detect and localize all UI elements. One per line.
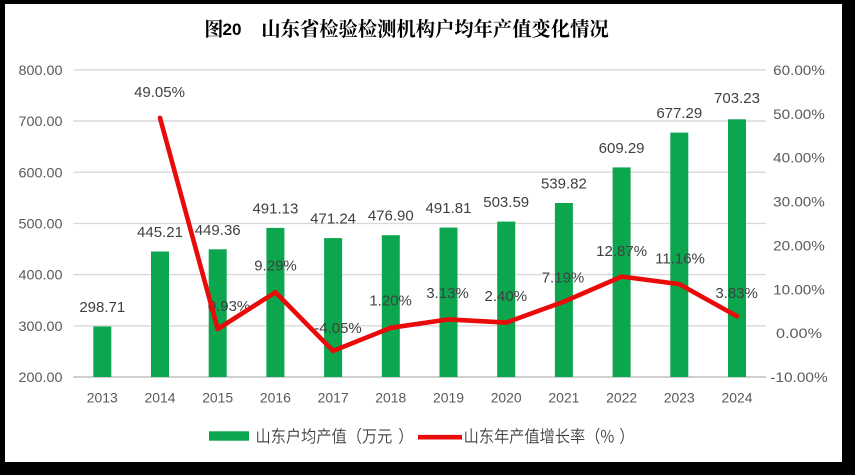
svg-text:677.29: 677.29 [656, 105, 702, 122]
svg-text:298.71: 298.71 [79, 299, 125, 316]
svg-text:20: 20 [223, 20, 242, 39]
svg-text:2.40%: 2.40% [485, 288, 528, 305]
svg-text:-10.00%: -10.00% [770, 369, 828, 385]
svg-text:471.24: 471.24 [310, 211, 356, 228]
svg-text:30.00%: 30.00% [773, 194, 825, 210]
svg-text:11.16%: 11.16% [655, 250, 705, 267]
svg-text:2016: 2016 [260, 390, 291, 406]
svg-text:400.00: 400.00 [19, 267, 63, 283]
svg-text:449.36: 449.36 [195, 222, 241, 239]
svg-text:3.13%: 3.13% [426, 285, 469, 302]
svg-text:2013: 2013 [87, 390, 118, 406]
svg-text:503.59: 503.59 [483, 194, 529, 211]
svg-text:609.29: 609.29 [599, 140, 645, 157]
svg-text:1.20%: 1.20% [369, 292, 412, 309]
svg-text:3.83%: 3.83% [715, 285, 758, 302]
svg-text:300.00: 300.00 [19, 318, 63, 334]
svg-text:0.00%: 0.00% [776, 325, 822, 341]
svg-text:2023: 2023 [664, 390, 695, 406]
svg-text:-4.05%: -4.05% [314, 320, 362, 337]
svg-text:7.19%: 7.19% [542, 269, 585, 286]
svg-text:12.87%: 12.87% [596, 243, 647, 260]
svg-text:500.00: 500.00 [19, 216, 63, 232]
svg-text:539.82: 539.82 [541, 176, 587, 193]
svg-text:50.00%: 50.00% [773, 106, 825, 122]
svg-text:10.00%: 10.00% [773, 281, 825, 297]
svg-text:200.00: 200.00 [19, 369, 63, 385]
svg-text:9.29%: 9.29% [254, 257, 297, 274]
svg-text:2015: 2015 [202, 390, 233, 406]
svg-text:20.00%: 20.00% [773, 237, 825, 253]
svg-text:60.00%: 60.00% [773, 62, 825, 78]
svg-text:2024: 2024 [722, 390, 753, 406]
svg-text:800.00: 800.00 [19, 62, 63, 78]
svg-text:2020: 2020 [491, 390, 522, 406]
svg-text:2022: 2022 [606, 390, 637, 406]
svg-text:491.81: 491.81 [426, 200, 472, 217]
svg-text:703.23: 703.23 [714, 90, 760, 107]
svg-text:49.05%: 49.05% [134, 84, 185, 101]
svg-text:600.00: 600.00 [19, 164, 63, 180]
svg-text:700.00: 700.00 [19, 113, 63, 129]
svg-text:2018: 2018 [375, 390, 406, 406]
svg-text:2017: 2017 [318, 390, 349, 406]
svg-text:40.00%: 40.00% [773, 150, 825, 166]
svg-text:2014: 2014 [145, 390, 176, 406]
svg-text:2019: 2019 [433, 390, 464, 406]
svg-text:2021: 2021 [548, 390, 579, 406]
svg-text:491.13: 491.13 [252, 200, 298, 217]
svg-text:0.93%: 0.93% [208, 298, 251, 315]
svg-text:445.21: 445.21 [137, 224, 183, 241]
svg-text:476.90: 476.90 [368, 208, 414, 225]
